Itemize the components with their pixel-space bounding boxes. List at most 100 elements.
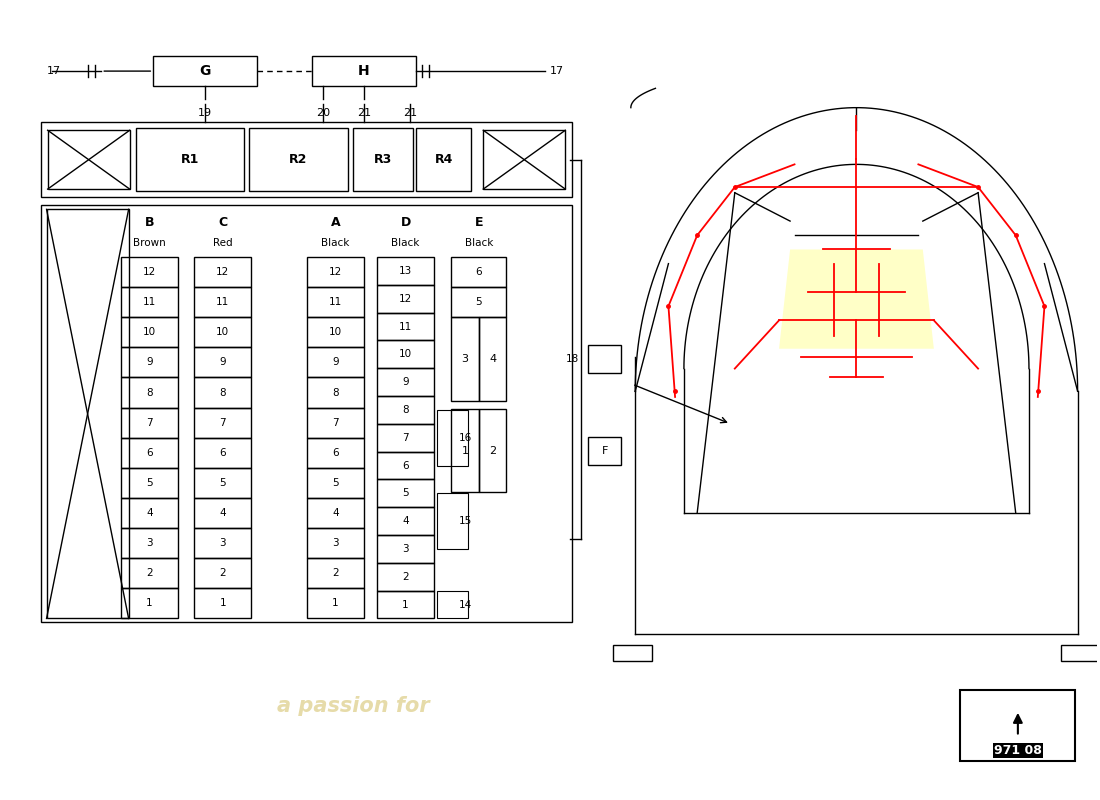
Bar (377, 396, 434, 424)
Bar (614, 646, 651, 662)
Text: B: B (145, 216, 154, 230)
Text: 2: 2 (490, 446, 496, 456)
Text: 2: 2 (403, 572, 409, 582)
Bar (377, 424, 434, 452)
Bar (377, 452, 434, 479)
Text: 3: 3 (146, 538, 153, 548)
Bar (960, 690, 1076, 762)
Text: 15: 15 (459, 516, 472, 526)
Text: 20: 20 (316, 109, 330, 118)
Bar (121, 498, 178, 528)
Text: 8: 8 (332, 387, 339, 398)
Text: R1: R1 (180, 153, 199, 166)
Bar (195, 558, 251, 588)
Text: 6: 6 (332, 448, 339, 458)
Text: 5: 5 (146, 478, 153, 488)
Bar (588, 437, 621, 465)
Bar (121, 378, 178, 408)
Text: 1: 1 (219, 598, 227, 609)
Bar (307, 378, 364, 408)
Text: D: D (400, 216, 410, 230)
Text: 2: 2 (146, 568, 153, 578)
Text: Black: Black (464, 238, 493, 249)
Bar (438, 494, 468, 549)
Bar (312, 56, 416, 86)
Bar (47, 130, 130, 189)
Text: 6: 6 (403, 461, 409, 470)
Text: 7: 7 (146, 418, 153, 428)
Bar (307, 438, 364, 468)
Bar (377, 341, 434, 368)
Text: 3: 3 (332, 538, 339, 548)
Bar (377, 257, 434, 285)
Bar (1062, 646, 1100, 662)
Text: 3: 3 (462, 354, 469, 364)
Text: 12: 12 (216, 267, 230, 277)
Text: 4: 4 (403, 516, 409, 526)
Bar (121, 528, 178, 558)
Text: 1: 1 (403, 599, 409, 610)
Text: R2: R2 (289, 153, 308, 166)
Text: 17: 17 (46, 66, 60, 76)
Bar (195, 287, 251, 318)
Bar (307, 588, 364, 618)
Bar (588, 345, 621, 373)
Bar (483, 130, 565, 189)
Text: Red: Red (213, 238, 232, 249)
Text: Brown: Brown (133, 238, 166, 249)
Text: A: A (331, 216, 340, 230)
Text: 16: 16 (459, 433, 472, 442)
Bar (121, 468, 178, 498)
Bar (377, 507, 434, 535)
Text: 6: 6 (219, 448, 227, 458)
Bar (41, 122, 572, 198)
Text: 1: 1 (332, 598, 339, 609)
Bar (195, 347, 251, 378)
Bar (195, 257, 251, 287)
Text: 7: 7 (219, 418, 227, 428)
Text: 9: 9 (403, 377, 409, 387)
Bar (121, 408, 178, 438)
Bar (478, 318, 506, 401)
Text: 9: 9 (219, 358, 227, 367)
Bar (307, 347, 364, 378)
Text: 5: 5 (219, 478, 227, 488)
Text: 19: 19 (198, 109, 212, 118)
Text: R3: R3 (374, 153, 393, 166)
Text: 1: 1 (146, 598, 153, 609)
Text: 8: 8 (146, 387, 153, 398)
Bar (438, 410, 468, 466)
Bar (451, 257, 506, 287)
Bar (377, 479, 434, 507)
Bar (136, 128, 243, 191)
Bar (195, 408, 251, 438)
Bar (377, 590, 434, 618)
Bar (451, 287, 506, 318)
Text: 6: 6 (146, 448, 153, 458)
Bar (153, 56, 257, 86)
Text: H: H (359, 64, 370, 78)
Text: 13: 13 (399, 266, 412, 276)
Text: 10: 10 (329, 327, 342, 338)
Text: 7: 7 (332, 418, 339, 428)
Bar (41, 206, 572, 622)
Bar (377, 368, 434, 396)
Text: 5: 5 (332, 478, 339, 488)
Text: Black: Black (392, 238, 420, 249)
Text: 1: 1 (462, 446, 469, 456)
Text: 5: 5 (475, 297, 482, 307)
Text: a passion for: a passion for (277, 696, 429, 716)
Text: 5: 5 (403, 488, 409, 498)
Text: G: G (199, 64, 211, 78)
Bar (377, 563, 434, 590)
Text: 3: 3 (403, 544, 409, 554)
Text: 2: 2 (332, 568, 339, 578)
Bar (353, 128, 414, 191)
Text: 4: 4 (219, 508, 227, 518)
Text: F: F (602, 446, 608, 456)
Bar (307, 528, 364, 558)
Text: E: E (474, 216, 483, 230)
Bar (121, 588, 178, 618)
Bar (46, 210, 129, 618)
Text: 9: 9 (332, 358, 339, 367)
